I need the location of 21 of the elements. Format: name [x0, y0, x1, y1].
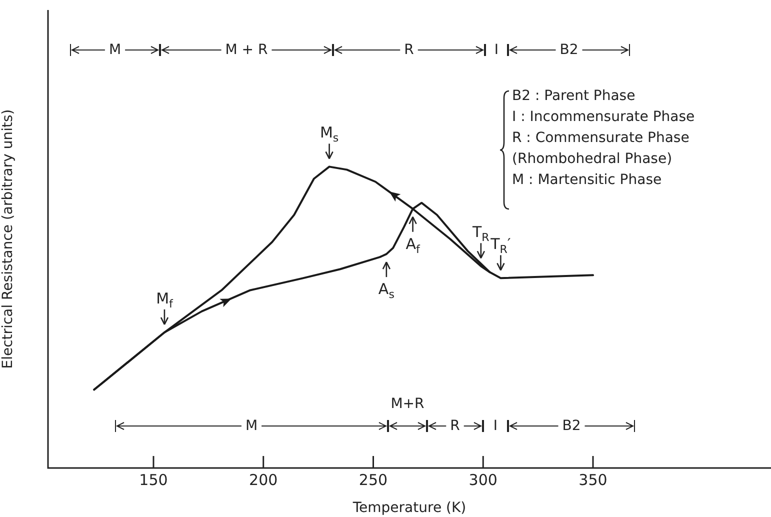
annotation: R : Commensurate Phase (Rhombohedral Phase) — [512, 129, 690, 169]
x-tick-label: 250 — [358, 470, 388, 489]
annotation: B2 — [562, 418, 581, 434]
text: I : Incommensurate Phase — [512, 108, 695, 127]
x-axis-title: Temperature (K) — [352, 500, 466, 516]
annotation: M+R — [390, 396, 424, 412]
text: B2 : Parent Phase — [512, 87, 636, 106]
text: M — [108, 42, 122, 58]
annotation: M — [245, 418, 258, 434]
text: R — [404, 42, 414, 58]
x-tick-label: 150 — [139, 470, 168, 489]
annotation: I — [493, 418, 498, 434]
text: M + R — [225, 42, 268, 58]
y-axis-title: Electrical Resistance (arbitrary units) — [0, 109, 16, 369]
annotation: M : Martensitic Phase — [512, 171, 663, 190]
text: I — [494, 42, 499, 58]
x-tick-label: 300 — [468, 470, 498, 489]
text: B2 — [560, 42, 578, 58]
x-tick-label: 200 — [249, 470, 278, 489]
x-tick-label: 350 — [578, 470, 608, 489]
annotation: R — [450, 418, 460, 434]
